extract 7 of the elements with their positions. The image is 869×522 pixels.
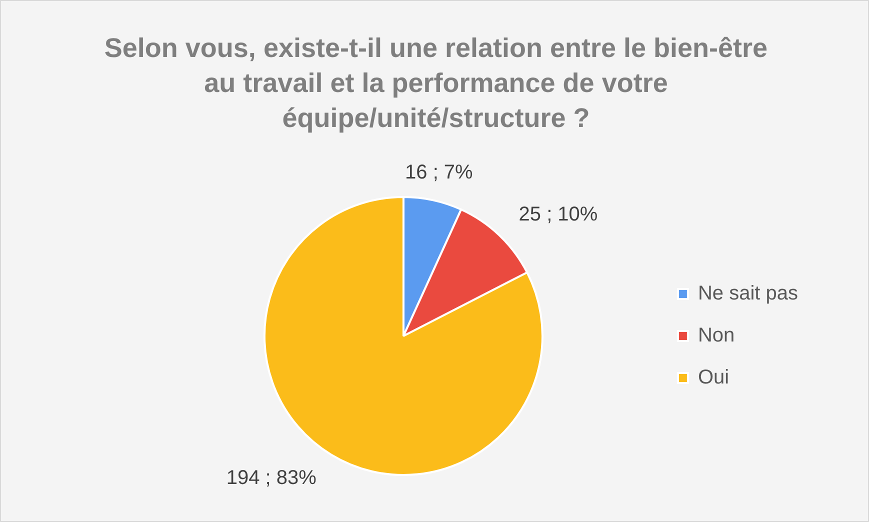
legend-label: Oui [698, 366, 730, 389]
data-label: 194 ; 83% [226, 467, 317, 490]
data-label: 16 ; 7% [405, 161, 474, 184]
legend-label: Non [698, 324, 735, 347]
chart-title: Selon vous, existe-t-il une relation entre le bien-être au travail et la performance de votre équipe/unité/structure ? [103, 32, 769, 135]
legend-label: Ne sait pas [698, 282, 798, 305]
data-label: 25 ; 10% [518, 204, 598, 226]
